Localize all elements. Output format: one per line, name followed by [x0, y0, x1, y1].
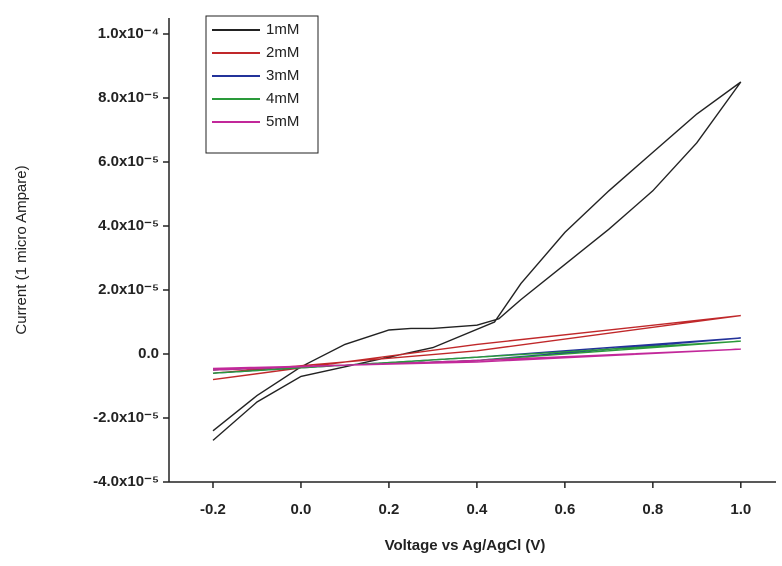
legend-label: 3mM: [266, 67, 299, 84]
y-axis-label: Current (1 micro Ampare): [13, 165, 30, 334]
series-line: [212, 340, 741, 374]
legend-label: 1mM: [266, 21, 299, 38]
y-tick-label: -2.0x10⁻⁵: [93, 409, 159, 426]
x-tick-label: 0.4: [466, 501, 488, 518]
y-tick-label: 1.0x10⁻⁴: [98, 25, 159, 42]
y-tick-label: 4.0x10⁻⁵: [98, 217, 159, 234]
x-tick-label: -0.2: [200, 501, 226, 518]
series-line: [212, 314, 741, 381]
x-tick-label: 0.0: [291, 501, 312, 518]
x-tick-label: 0.8: [642, 501, 663, 518]
legend-label: 4mM: [266, 90, 299, 107]
legend-box: [205, 15, 319, 154]
x-tick-label: 0.2: [378, 501, 399, 518]
series-line: [212, 81, 742, 441]
y-tick-label: 0.0: [138, 345, 159, 362]
x-tick-label: 0.6: [554, 501, 575, 518]
y-tick-label: 8.0x10⁻⁵: [98, 89, 159, 106]
legend-label: 2mM: [266, 44, 299, 61]
y-tick-label: 6.0x10⁻⁵: [98, 153, 159, 170]
series-line: [212, 348, 741, 371]
y-tick-label: 2.0x10⁻⁵: [98, 281, 159, 298]
x-tick-label: 1.0: [730, 501, 751, 518]
x-axis-label: Voltage vs Ag/AgCl (V): [385, 537, 546, 554]
legend-label: 5mM: [266, 113, 299, 130]
y-tick-label: -4.0x10⁻⁵: [93, 473, 159, 490]
